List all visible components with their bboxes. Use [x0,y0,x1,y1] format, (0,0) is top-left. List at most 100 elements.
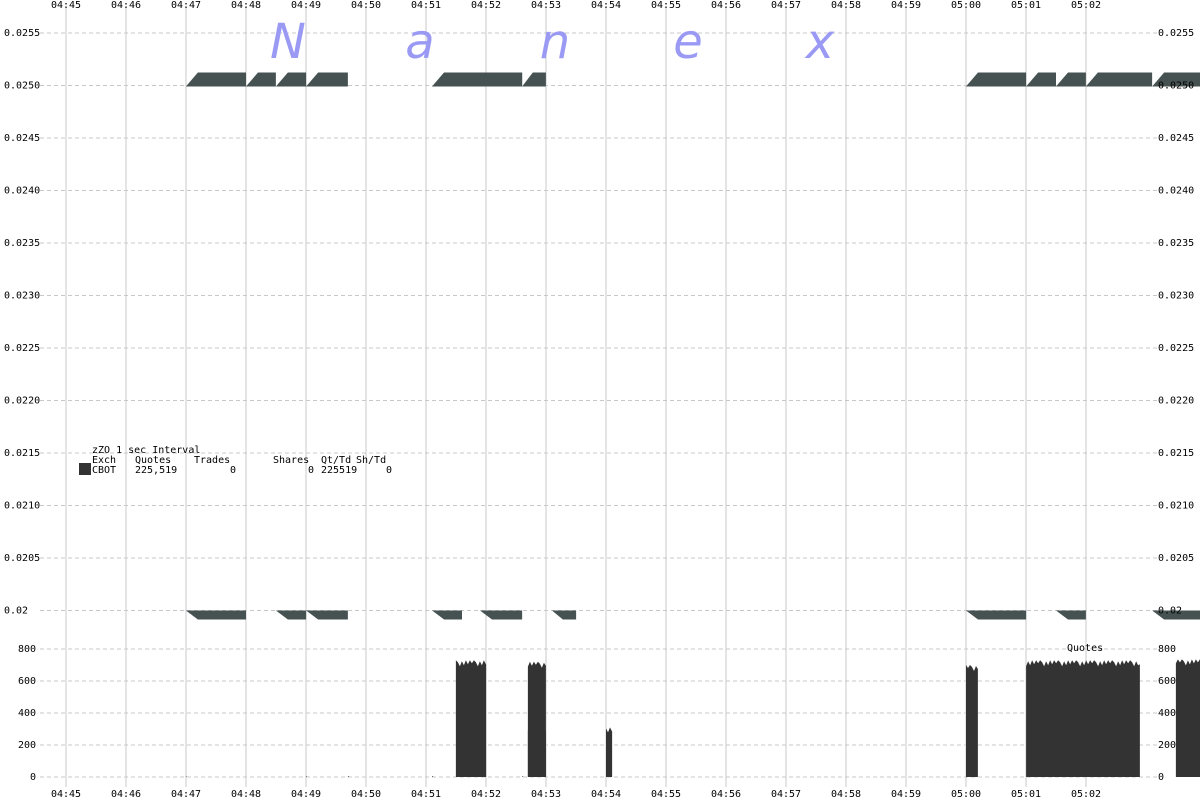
quote-band-lower-segment [306,610,348,620]
volume-tick-label-left: 600 [18,676,36,687]
price-tick-label-left: 0.0250 [4,81,40,92]
time-tick-label-top: 04:57 [771,0,801,11]
time-tick-label-bottom: 04:58 [831,789,861,800]
watermark-letter: N [270,14,306,70]
time-tick-label-top: 04:58 [831,0,861,11]
time-tick-label-bottom: 05:02 [1071,789,1101,800]
time-tick-label-top: 04:50 [351,0,381,11]
price-tick-label-left: 0.02 [4,606,28,617]
legend-header-exch: Exch [92,455,116,466]
volume-burst [527,727,546,777]
price-tick-label-right: 0.0230 [1158,291,1194,302]
quote-band-upper-segment [1026,72,1056,87]
legend-quotes: 225,519 [135,465,177,476]
volume-tick-label-left: 400 [18,708,36,719]
time-tick-label-top: 04:51 [411,0,441,11]
time-tick-label-top: 05:00 [951,0,981,11]
time-tick-label-bottom: 04:46 [111,789,141,800]
price-tick-label-left: 0.0210 [4,501,40,512]
quote-band-lower-segment [1056,610,1086,620]
time-tick-label-top: 04:45 [51,0,81,11]
price-tick-label-left: 0.0230 [4,291,40,302]
volume-burst [966,665,978,777]
price-tick-label-right: 0.0225 [1158,343,1194,354]
quote-band-upper-segment [432,72,462,87]
volume-tick [522,776,524,777]
volume-burst [1026,660,1140,777]
volume-tick-label-left: 0 [30,772,36,783]
time-tick-label-bottom: 04:56 [711,789,741,800]
quote-band-lower-segment [966,610,1027,620]
price-tick-label-right: 0.0235 [1158,238,1194,249]
volume-burst [1175,659,1200,777]
price-tick-label-right: 0.0250 [1158,81,1194,92]
time-tick-label-bottom: 04:49 [291,789,321,800]
time-tick-label-top: 05:02 [1071,0,1101,11]
price-tick-label-left: 0.0205 [4,553,40,564]
volume-burst [606,727,613,777]
legend-header-shares: Shares [273,455,309,466]
time-tick-label-bottom: 04:55 [651,789,681,800]
quote-band-upper-segment [1056,72,1086,87]
time-tick-label-top: 04:54 [591,0,621,11]
legend-header-quotes: Quotes [135,455,171,466]
volume-burst [455,660,487,777]
volume-tick [306,776,308,777]
price-tick-label-right: 0.02 [1158,606,1182,617]
time-tick-label-top: 04:47 [171,0,201,11]
quote-band-upper-segment [275,72,307,87]
time-tick-label-top: 04:56 [711,0,741,11]
price-tick-label-right: 0.0240 [1158,186,1194,197]
time-tick-label-bottom: 04:54 [591,789,621,800]
quote-band-upper-segment [306,72,348,87]
price-tick-label-left: 0.0225 [4,343,40,354]
legend-qt-td: 225519 [321,465,357,476]
time-tick-label-bottom: 05:00 [951,789,981,800]
legend-header-sh-td: Sh/Td [356,455,386,466]
price-tick-label-left: 0.0255 [4,28,40,39]
time-tick-label-top: 04:55 [651,0,681,11]
volume-bars [185,659,1200,777]
time-tick-label-bottom: 04:59 [891,789,921,800]
watermark-letter: a [405,14,434,70]
time-tick-label-top: 04:48 [231,0,261,11]
quote-band-lower-segment [185,610,246,620]
price-tick-label-right: 0.0205 [1158,553,1194,564]
legend: zZO 1 sec Interval Exch Quotes Trades Sh… [79,445,392,476]
legend-title: zZO 1 sec Interval [92,445,200,456]
watermark-letter: e [673,14,703,70]
price-tick-label-right: 0.0220 [1158,396,1194,407]
price-tick-label-left: 0.0220 [4,396,40,407]
time-tick-label-bottom: 04:57 [771,789,801,800]
volume-tick-label-right: 200 [1158,740,1176,751]
watermark-letter: x [804,14,835,70]
volume-tick-label-right: 800 [1158,644,1176,655]
volume-tick-label-left: 200 [18,740,36,751]
time-tick-label-top: 04:53 [531,0,561,11]
time-tick-label-bottom: 05:01 [1011,789,1041,800]
legend-exchange: CBOT [92,465,116,476]
volume-tick [432,776,434,777]
time-tick-label-top: 04:46 [111,0,141,11]
legend-shares: 0 [308,465,314,476]
volume-tick [347,776,349,777]
time-tick-label-top: 04:59 [891,0,921,11]
volume-tick-label-right: 0 [1158,772,1164,783]
legend-sh-td: 0 [386,465,392,476]
quote-band-upper-segment [185,72,246,87]
time-tick-label-bottom: 04:53 [531,789,561,800]
quote-band-upper-segment [1152,72,1200,87]
quote-band-upper-segment [522,72,546,87]
watermark-letter: n [540,14,570,70]
quote-band-upper-segment [246,72,276,87]
legend-trades: 0 [230,465,236,476]
quote-band-lower-segment [432,610,462,620]
price-tick-label-left: 0.0215 [4,448,40,459]
time-tick-label-bottom: 04:48 [231,789,261,800]
legend-header-trades: Trades [194,455,230,466]
volume-tick-label-right: 400 [1158,708,1176,719]
legend-swatch [79,463,91,475]
quote-band-upper-segment [480,72,523,87]
time-tick-label-bottom: 04:50 [351,789,381,800]
